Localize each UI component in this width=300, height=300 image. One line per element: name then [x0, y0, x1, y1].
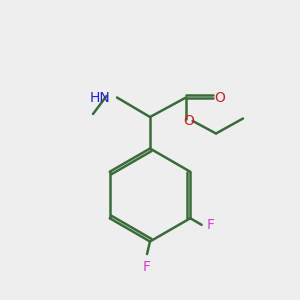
Text: HN: HN [90, 91, 110, 104]
Text: O: O [214, 91, 225, 104]
Text: F: F [143, 260, 151, 274]
Text: O: O [184, 114, 194, 128]
Text: F: F [207, 218, 215, 232]
